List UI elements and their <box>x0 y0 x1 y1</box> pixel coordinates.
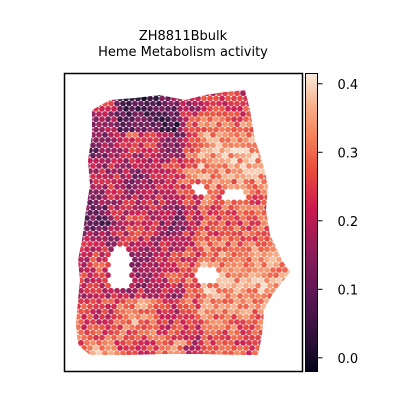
colorbar-tick-label: 0.1 <box>338 283 359 298</box>
colorbar-tick-label: 0.3 <box>338 146 359 161</box>
colorbar-tick-label: 0.4 <box>338 78 359 93</box>
chart-title-line2: Heme Metabolism activity <box>98 45 268 60</box>
colorbar <box>305 73 318 372</box>
colorbar-ticks: 0.0 0.1 0.2 0.3 0.4 <box>317 78 359 367</box>
colorbar-tick-label: 0.2 <box>338 215 359 230</box>
colorbar-tick-label: 0.0 <box>338 352 359 367</box>
chart-title-line1: ZH8811Bbulk <box>139 29 228 44</box>
